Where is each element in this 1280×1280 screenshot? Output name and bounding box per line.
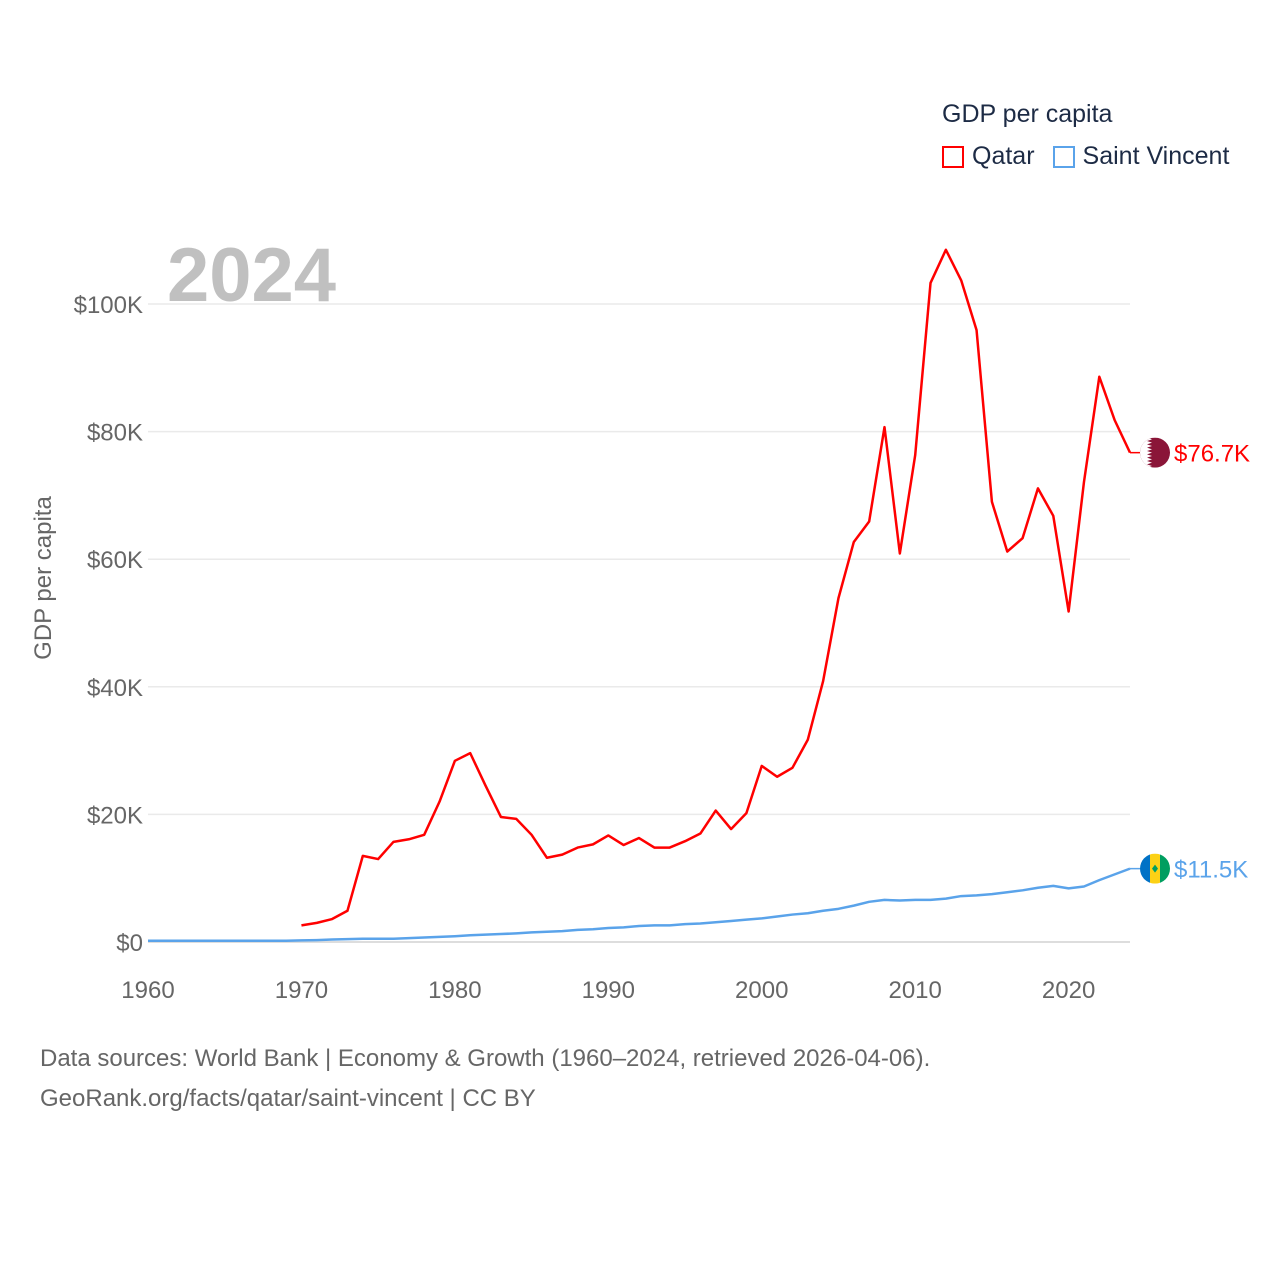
y-tick-label: $60K — [87, 547, 143, 574]
x-tick-label: 2020 — [1042, 977, 1095, 1004]
y-tick-label: $0 — [116, 930, 143, 957]
x-tick-label: 1980 — [428, 977, 481, 1004]
y-tick-label: $100K — [74, 292, 143, 319]
series-line-saint-vincent — [148, 867, 1131, 942]
saint-vincent-flag-icon — [1140, 853, 1170, 884]
saint-vincent-end-value-label: $11.5K — [1174, 857, 1248, 884]
legend-item-saint-vincent[interactable]: Saint Vincent — [1052, 142, 1230, 171]
x-tick-label: 1970 — [275, 977, 328, 1004]
qatar-flag-icon — [1140, 437, 1170, 468]
x-tick-label: 1960 — [121, 977, 174, 1004]
y-axis-label: GDP per capita — [30, 496, 57, 660]
footer-sources: Data sources: World Bank | Economy & Gro… — [40, 1045, 931, 1072]
big-year-label: 2024 — [167, 233, 336, 318]
x-tick-label: 2000 — [735, 977, 788, 1004]
series-line-qatar — [301, 248, 1132, 927]
qatar-end-value-label: $76.7K — [1174, 441, 1250, 468]
legend-label-qatar: Qatar — [972, 142, 1035, 170]
footer-url[interactable]: GeoRank.org/facts/qatar/saint-vincent | … — [40, 1085, 536, 1112]
legend-swatch-saint-vincent — [1052, 145, 1075, 168]
legend-label-saint-vincent: Saint Vincent — [1082, 142, 1230, 170]
y-tick-label: $20K — [87, 802, 143, 829]
legend-swatch-qatar — [942, 145, 964, 168]
legend-title: GDP per capita — [942, 100, 1113, 128]
x-tick-label: 1990 — [582, 977, 635, 1004]
y-tick-label: $40K — [87, 675, 143, 702]
y-tick-label: $80K — [87, 420, 143, 447]
x-tick-label: 2010 — [888, 977, 941, 1004]
legend-item-qatar[interactable]: Qatar — [942, 142, 1035, 171]
legend: Qatar Saint Vincent — [942, 142, 1247, 171]
